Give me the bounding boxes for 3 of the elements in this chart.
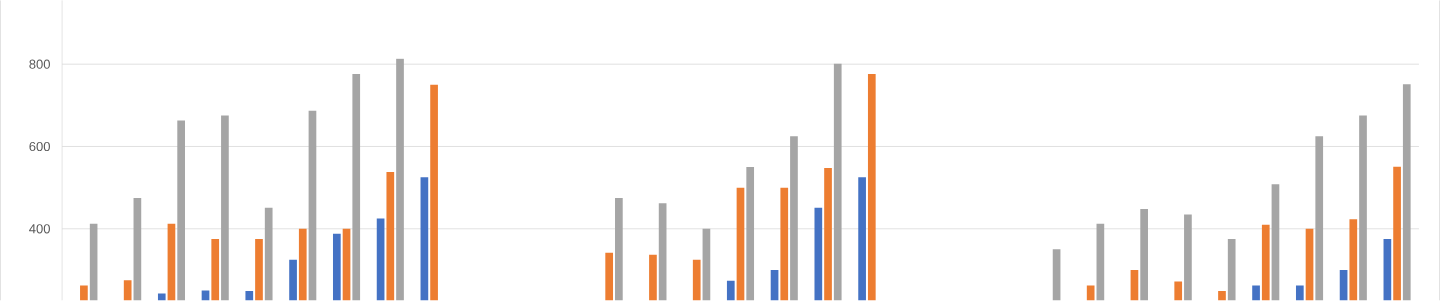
y-tick-label: 600 bbox=[29, 141, 50, 152]
y-tick-label: 400 bbox=[29, 224, 50, 234]
y-tick-label: 800 bbox=[29, 59, 50, 69]
